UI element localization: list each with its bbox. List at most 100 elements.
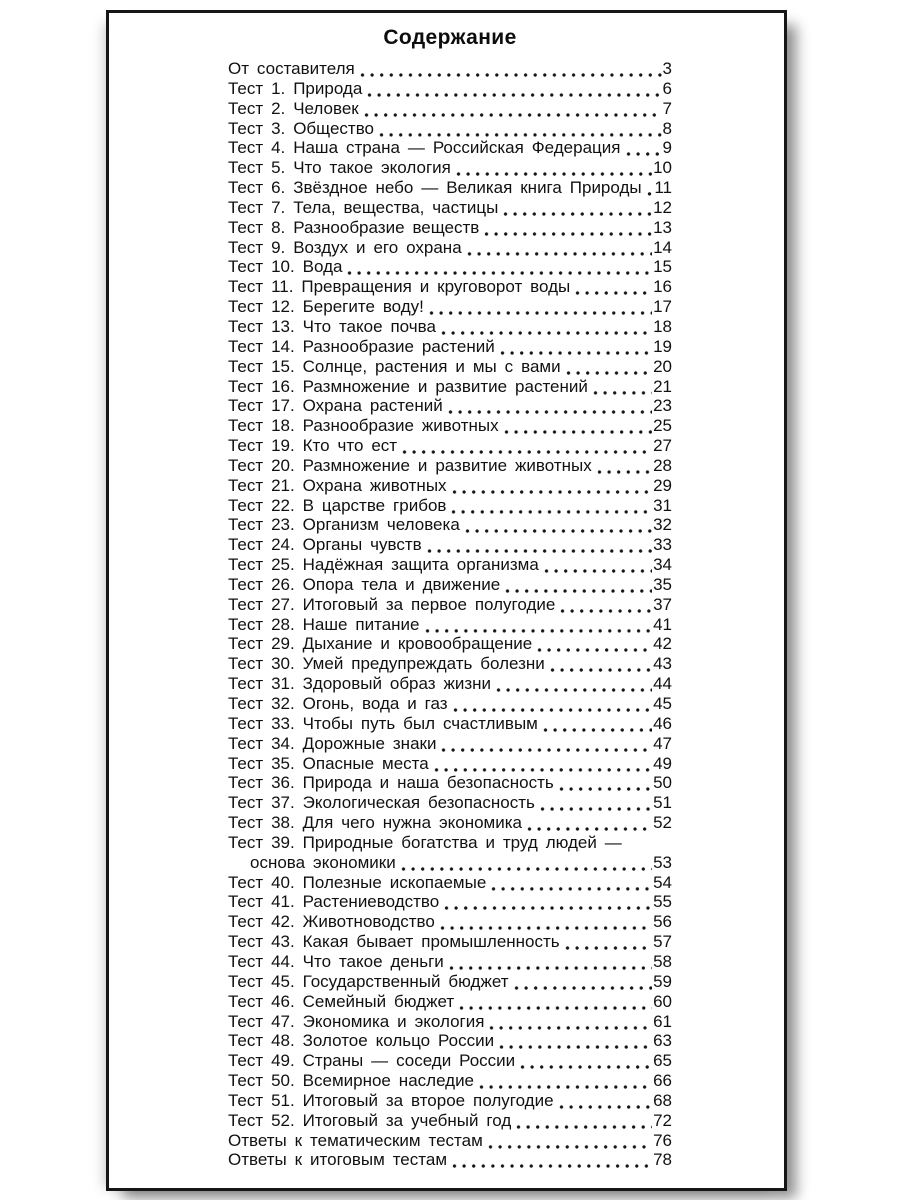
toc-page-number: 18 (653, 316, 672, 336)
toc-page-number: 27 (653, 436, 672, 456)
toc-row: Тест 30. Умей предупреждать болезни 43 (228, 654, 672, 675)
toc-row: Тест 23. Организм человека 32 (228, 515, 672, 536)
toc-leader-dots (477, 1071, 653, 1091)
toc-row: Тест 12. Берегите воду! 17 (228, 297, 672, 317)
toc-leader-dots (497, 336, 653, 357)
toc-entry-label: Тест 34. Дорожные знаки (228, 733, 437, 753)
toc-leader-dots (449, 495, 653, 516)
toc-page-number: 14 (653, 237, 672, 257)
toc-entry-label: Тест 12. Берегите воду! (228, 297, 424, 317)
toc-leader-dots (494, 674, 653, 694)
toc-entry-label: Тест 13. Что такое почва (228, 316, 436, 336)
toc-leader-dots (449, 475, 653, 496)
toc-leader-dots (497, 1031, 653, 1052)
toc-page-number: 45 (653, 694, 672, 713)
toc-entry-label: Тест 17. Охрана растений (228, 396, 443, 416)
toc-entry-label: Тест 28. Наше питание (228, 614, 420, 634)
toc-leader-dots (361, 98, 662, 119)
toc-leader-dots (535, 634, 653, 655)
toc-entry-label: Тест 2. Человек (228, 98, 359, 118)
toc-page-number: 42 (653, 634, 672, 654)
toc-page-number: 78 (653, 1150, 672, 1170)
toc-row: Тест 6. Звёздное небо — Великая книга Пр… (228, 178, 672, 198)
toc-entry-label: Тест 14. Разнообразие растений (228, 336, 495, 356)
toc-leader-dots (365, 78, 662, 99)
toc-entry-label: Тест 8. Разнообразие веществ (228, 217, 480, 237)
toc-entry-label: Тест 52. Итоговый за учебный год (228, 1110, 512, 1130)
toc-entry-label: Тест 36. Природа и наша безопасность (228, 773, 554, 793)
toc-page-number: 23 (653, 396, 672, 416)
toc-row: Тест 27. Итоговый за первое полугодие 37 (228, 594, 672, 615)
toc-leader-dots (563, 356, 653, 377)
toc-page-number: 17 (653, 297, 672, 317)
toc-leader-dots (431, 753, 653, 774)
toc-list: От составителя 3 Тест 1. Природа 6 Тест 2. Ч… (228, 59, 672, 1171)
toc-entry-label: Тест 7. Тела, вещества, частицы (228, 197, 499, 217)
toc-row: Тест 37. Экологическая безопасность 51 (228, 793, 672, 814)
toc-entry-label: Ответы к итоговым тестам (228, 1150, 448, 1170)
toc-row: Тест 22. В царстве грибов 31 (228, 495, 672, 516)
toc-entry-label: Тест 4. Наша страна — Российская Федерац… (228, 138, 621, 158)
toc-row: Тест 34. Дорожные знаки 47 (228, 733, 672, 754)
toc-page-number: 32 (653, 515, 672, 535)
toc-page-number: 49 (653, 753, 672, 773)
toc-page-number: 66 (653, 1071, 672, 1091)
toc-row: Тест 35. Опасные места 49 (228, 753, 672, 774)
toc-entry-label: Тест 10. Вода (228, 257, 343, 277)
toc-entry-label: Тест 42. Животноводство (228, 912, 435, 932)
toc-row: Тест 50. Всемирное наследие 66 (228, 1071, 672, 1091)
toc-leader-dots (400, 436, 653, 456)
toc-row: Тест 8. Разнообразие веществ 13 (228, 217, 672, 238)
toc-entry-label: Тест 30. Умей предупреждать болезни (228, 654, 545, 674)
toc-entry-label: Тест 16. Размножение и развитие растений (228, 376, 588, 396)
toc-page-number: 28 (653, 455, 672, 475)
toc-leader-dots (438, 316, 653, 337)
toc-page-number: 21 (653, 376, 672, 396)
toc-row: Ответы к итоговым тестам 78 (228, 1150, 672, 1171)
toc-leader-dots (445, 396, 653, 417)
toc-leader-dots (437, 912, 653, 933)
toc-leader-dots (464, 237, 653, 258)
toc-leader-dots (345, 257, 653, 278)
toc-row: От составителя 3 (228, 59, 672, 79)
toc-leader-dots (503, 574, 653, 595)
toc-page-number: 34 (653, 555, 672, 575)
toc-page-number: 13 (653, 217, 672, 237)
toc-page-number: 11 (654, 178, 672, 198)
toc-leader-dots (457, 991, 653, 1012)
toc-leader-dots (547, 654, 653, 675)
toc-page-number: 31 (653, 495, 672, 515)
toc-row: Тест 48. Золотое кольцо России 63 (228, 1031, 672, 1052)
toc-page-number: 6 (662, 78, 672, 98)
toc-page-number: 19 (653, 336, 672, 356)
toc-entry-label: Тест 5. Что такое экология (228, 158, 451, 178)
toc-leader-dots (424, 535, 653, 556)
toc-page-number: 65 (653, 1051, 672, 1071)
toc-row: Тест 7. Тела, вещества, частицы 12 (228, 197, 672, 218)
toc-row: основа экономики 53 (228, 852, 672, 873)
toc-leader-dots (558, 594, 653, 615)
toc-row: Тест 29. Дыхание и кровообращение 42 (228, 634, 672, 655)
toc-leader-dots (442, 892, 653, 913)
toc-page-number: 50 (653, 773, 672, 793)
toc-row: Тест 5. Что такое экология 10 (228, 158, 672, 179)
toc-entry-label: Тест 45. Государственный бюджет (228, 971, 509, 991)
toc-leader-dots (377, 118, 662, 139)
toc-page-number: 54 (653, 872, 672, 892)
toc-row: Тест 10. Вода 15 (228, 257, 672, 278)
toc-leader-dots (525, 813, 653, 833)
toc-leader-dots (594, 455, 653, 476)
toc-leader-dots (518, 1051, 653, 1072)
toc-row: Тест 11. Превращения и круговорот воды 16 (228, 277, 672, 298)
toc-page-number: 46 (653, 713, 672, 733)
toc-row: Тест 40. Полезные ископаемые 54 (228, 872, 672, 893)
toc-page-number: 35 (653, 574, 672, 594)
toc-entry-label: Тест 20. Размножение и развитие животных (228, 455, 592, 475)
toc-row: Тест 14. Разнообразие растений 19 (228, 336, 672, 357)
toc-leader-dots (426, 297, 653, 317)
toc-leader-dots (514, 1110, 653, 1131)
toc-leader-dots (450, 1150, 653, 1171)
toc-entry-label: Тест 19. Кто что ест (228, 436, 398, 456)
toc-entry-label: Тест 21. Охрана животных (228, 475, 447, 495)
toc-entry-label: Тест 23. Организм человека (228, 515, 460, 535)
